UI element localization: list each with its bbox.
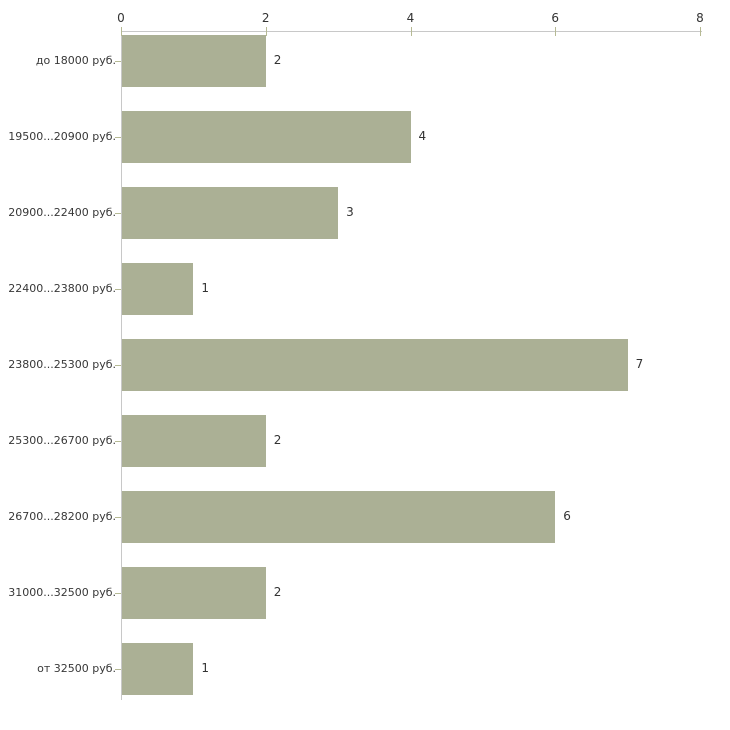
- category-tick: [115, 517, 121, 518]
- bar-value-label: 7: [635, 357, 644, 371]
- y-axis-category-label: 22400...23800 руб.: [8, 282, 116, 295]
- bar: [122, 491, 555, 543]
- y-axis-line: [121, 31, 122, 700]
- bar-value-label: 1: [201, 281, 210, 295]
- bar-value-label: 1: [201, 661, 210, 675]
- y-axis-category-label: до 18000 руб.: [35, 54, 116, 67]
- y-axis-category-label: 20900...22400 руб.: [8, 206, 116, 219]
- x-axis-tick-label: 2: [261, 11, 270, 25]
- x-axis-line: [121, 31, 702, 32]
- y-axis-category-label: 31000...32500 руб.: [8, 586, 116, 599]
- x-axis-tick: [555, 27, 557, 36]
- bar: [122, 339, 628, 391]
- bar: [122, 415, 266, 467]
- x-axis-tick-label: 8: [696, 11, 704, 25]
- bar: [122, 187, 338, 239]
- category-tick: [115, 441, 121, 442]
- x-axis-tick: [265, 27, 267, 36]
- category-tick: [115, 289, 121, 290]
- bar-value-label: 4: [418, 129, 427, 143]
- bar: [122, 263, 193, 315]
- x-axis-tick: [700, 27, 701, 36]
- bar-value-label: 2: [273, 433, 282, 447]
- bar: [122, 35, 266, 87]
- bar-value-label: 2: [273, 585, 282, 599]
- y-axis-category-label: 26700...28200 руб.: [8, 510, 116, 523]
- bar-value-label: 2: [273, 53, 282, 67]
- y-axis-category-label: 19500...20900 руб.: [8, 130, 116, 143]
- x-axis-tick-label: 4: [406, 11, 415, 25]
- x-axis-tick-label: 0: [117, 11, 125, 25]
- y-axis-category-label: 23800...25300 руб.: [8, 358, 116, 371]
- category-tick: [115, 213, 121, 214]
- bar-value-label: 6: [563, 509, 571, 523]
- bar: [122, 567, 266, 619]
- y-axis-category-label: 25300...26700 руб.: [8, 434, 116, 447]
- x-axis-tick: [410, 27, 412, 36]
- category-tick: [115, 593, 121, 594]
- bar-value-label: 3: [346, 205, 354, 219]
- x-axis-tick: [121, 27, 122, 36]
- category-tick: [115, 137, 121, 138]
- category-tick: [115, 365, 121, 366]
- category-tick: [115, 61, 121, 62]
- category-tick: [115, 669, 121, 670]
- y-axis-category-label: от 32500 руб.: [37, 662, 116, 675]
- bar: [122, 111, 411, 163]
- x-axis-tick-label: 6: [551, 11, 560, 25]
- bar: [122, 643, 193, 695]
